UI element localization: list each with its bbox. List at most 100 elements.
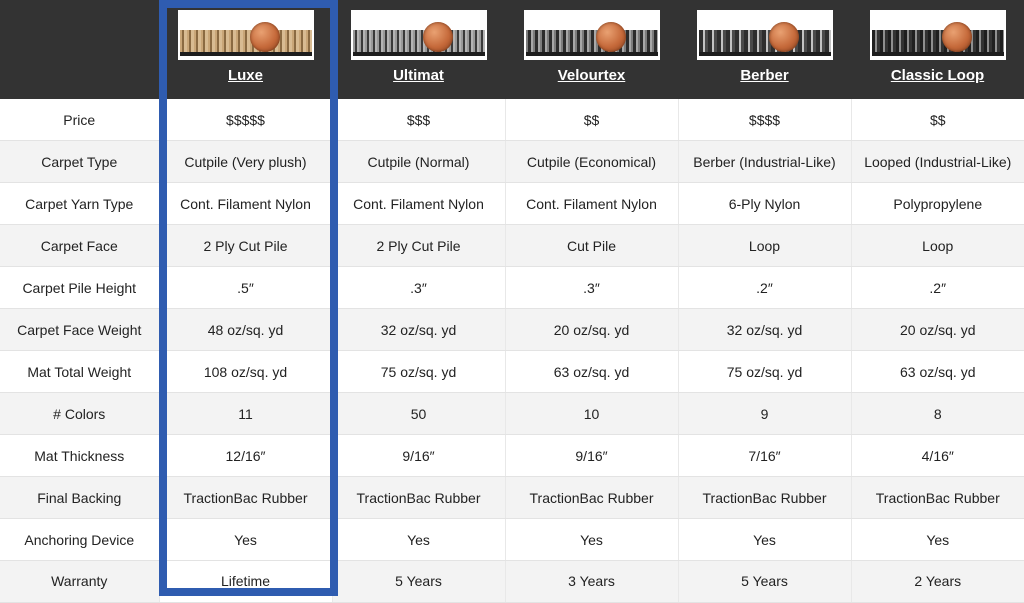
cell-warranty-velourtex: 3 Years xyxy=(505,560,679,603)
cell-price-ultimat: $$$ xyxy=(332,99,506,142)
cell-warranty-ultimat: 5 Years xyxy=(332,560,506,603)
cell-carpet-face-weight-classic-loop: 20 oz/sq. yd xyxy=(851,308,1024,352)
product-name-link-ultimat[interactable]: Ultimat xyxy=(393,67,444,84)
cell-carpet-face-weight-luxe: 48 oz/sq. yd xyxy=(159,308,333,352)
cell-carpet-face-luxe: 2 Ply Cut Pile xyxy=(159,224,333,268)
cell-price-classic-loop: $$ xyxy=(851,99,1024,142)
cell-carpet-face-berber: Loop xyxy=(678,224,852,268)
cell-carpet-pile-height-ultimat: .3″ xyxy=(332,266,506,310)
product-header-classic-loop[interactable]: Classic Loop xyxy=(851,0,1024,99)
cell-carpet-yarn-type-luxe: Cont. Filament Nylon xyxy=(159,182,333,226)
cell-final-backing-ultimat: TractionBac Rubber xyxy=(332,476,506,520)
cell-mat-thickness-velourtex: 9/16″ xyxy=(505,434,679,478)
table-body: Price $$$$$ $$$ $$ $$$$ $$ Carpet Type C… xyxy=(0,99,1024,603)
row-label-carpet-face-weight: Carpet Face Weight xyxy=(0,308,160,352)
cell-final-backing-classic-loop: TractionBac Rubber xyxy=(851,476,1024,520)
cell-mat-thickness-luxe: 12/16″ xyxy=(159,434,333,478)
row-label-final-backing: Final Backing xyxy=(0,476,160,520)
row-label-mat-total-weight: Mat Total Weight xyxy=(0,350,160,394)
cell-carpet-face-classic-loop: Loop xyxy=(851,224,1024,268)
row-label-price: Price xyxy=(0,99,160,142)
cell-warranty-luxe: Lifetime xyxy=(159,560,333,603)
cell-anchoring-device-ultimat: Yes xyxy=(332,518,506,561)
table-row: Carpet Face 2 Ply Cut Pile 2 Ply Cut Pil… xyxy=(0,224,1024,268)
product-thumbnail-classic-loop xyxy=(869,10,1006,60)
cell-anchoring-device-velourtex: Yes xyxy=(505,518,679,561)
product-thumbnail-berber xyxy=(696,10,833,60)
cell-carpet-type-velourtex: Cutpile (Economical) xyxy=(505,140,679,184)
product-name-link-luxe[interactable]: Luxe xyxy=(227,67,263,84)
cell-mat-thickness-berber: 7/16″ xyxy=(678,434,852,478)
table-row: Final Backing TractionBac Rubber Tractio… xyxy=(0,476,1024,520)
table-row: Carpet Yarn Type Cont. Filament Nylon Co… xyxy=(0,182,1024,226)
cell-anchoring-device-berber: Yes xyxy=(678,518,852,561)
cell-num-colors-classic-loop: 8 xyxy=(851,392,1024,436)
row-label-warranty: Warranty xyxy=(0,560,160,603)
row-label-carpet-face: Carpet Face xyxy=(0,224,160,268)
cell-carpet-face-velourtex: Cut Pile xyxy=(505,224,679,268)
cell-carpet-pile-height-velourtex: .3″ xyxy=(505,266,679,310)
penny-scale-icon xyxy=(422,22,453,52)
cell-carpet-yarn-type-classic-loop: Polypropylene xyxy=(851,182,1024,226)
product-name-link-classic-loop[interactable]: Classic Loop xyxy=(890,67,985,84)
cell-carpet-face-weight-berber: 32 oz/sq. yd xyxy=(678,308,852,352)
cell-mat-total-weight-berber: 75 oz/sq. yd xyxy=(678,350,852,394)
cell-mat-thickness-ultimat: 9/16″ xyxy=(332,434,506,478)
cell-mat-thickness-classic-loop: 4/16″ xyxy=(851,434,1024,478)
cell-carpet-pile-height-berber: .2″ xyxy=(678,266,852,310)
product-thumbnail-velourtex xyxy=(523,10,660,60)
table-row: Price $$$$$ $$$ $$ $$$$ $$ xyxy=(0,99,1024,142)
cell-price-luxe: $$$$$ xyxy=(159,99,333,142)
product-header-luxe[interactable]: Luxe xyxy=(159,0,332,99)
cell-warranty-berber: 5 Years xyxy=(678,560,852,603)
cell-mat-total-weight-luxe: 108 oz/sq. yd xyxy=(159,350,333,394)
row-label-carpet-pile-height: Carpet Pile Height xyxy=(0,266,160,310)
table-row: Mat Total Weight 108 oz/sq. yd 75 oz/sq.… xyxy=(0,350,1024,394)
cell-carpet-pile-height-luxe: .5″ xyxy=(159,266,333,310)
carpet-fiber-swatch-icon xyxy=(352,30,485,56)
product-name-link-berber[interactable]: Berber xyxy=(740,67,789,84)
cell-carpet-yarn-type-berber: 6-Ply Nylon xyxy=(678,182,852,226)
penny-scale-icon xyxy=(941,22,972,52)
table-row: Carpet Face Weight 48 oz/sq. yd 32 oz/sq… xyxy=(0,308,1024,352)
cell-warranty-classic-loop: 2 Years xyxy=(851,560,1024,603)
cell-mat-total-weight-ultimat: 75 oz/sq. yd xyxy=(332,350,506,394)
header-corner-cell xyxy=(0,0,159,99)
cell-mat-total-weight-classic-loop: 63 oz/sq. yd xyxy=(851,350,1024,394)
row-label-carpet-yarn-type: Carpet Yarn Type xyxy=(0,182,160,226)
row-label-num-colors: # Colors xyxy=(0,392,160,436)
carpet-fiber-swatch-icon xyxy=(698,30,831,56)
cell-final-backing-luxe: TractionBac Rubber xyxy=(159,476,333,520)
cell-final-backing-berber: TractionBac Rubber xyxy=(678,476,852,520)
cell-carpet-type-ultimat: Cutpile (Normal) xyxy=(332,140,506,184)
row-label-carpet-type: Carpet Type xyxy=(0,140,160,184)
product-thumbnail-ultimat xyxy=(350,10,487,60)
product-header-ultimat[interactable]: Ultimat xyxy=(332,0,505,99)
product-header-berber[interactable]: Berber xyxy=(678,0,851,99)
row-label-anchoring-device: Anchoring Device xyxy=(0,518,160,561)
carpet-fiber-swatch-icon xyxy=(179,30,312,56)
product-thumbnail-luxe xyxy=(177,10,314,60)
cell-price-berber: $$$$ xyxy=(678,99,852,142)
table-row: Carpet Type Cutpile (Very plush) Cutpile… xyxy=(0,140,1024,184)
table-header: Luxe Ultimat xyxy=(0,0,1024,99)
cell-carpet-type-classic-loop: Looped (Industrial-Like) xyxy=(851,140,1024,184)
cell-num-colors-ultimat: 50 xyxy=(332,392,506,436)
product-header-velourtex[interactable]: Velourtex xyxy=(505,0,678,99)
cell-carpet-type-berber: Berber (Industrial-Like) xyxy=(678,140,852,184)
cell-anchoring-device-classic-loop: Yes xyxy=(851,518,1024,561)
cell-anchoring-device-luxe: Yes xyxy=(159,518,333,561)
cell-carpet-face-ultimat: 2 Ply Cut Pile xyxy=(332,224,506,268)
penny-scale-icon xyxy=(249,22,280,52)
penny-scale-icon xyxy=(768,22,799,52)
cell-carpet-yarn-type-velourtex: Cont. Filament Nylon xyxy=(505,182,679,226)
cell-num-colors-berber: 9 xyxy=(678,392,852,436)
cell-carpet-face-weight-velourtex: 20 oz/sq. yd xyxy=(505,308,679,352)
product-name-link-velourtex[interactable]: Velourtex xyxy=(557,67,626,84)
cell-price-velourtex: $$ xyxy=(505,99,679,142)
cell-num-colors-luxe: 11 xyxy=(159,392,333,436)
table-row: Warranty Lifetime 5 Years 3 Years 5 Year… xyxy=(0,560,1024,603)
header-row: Luxe Ultimat xyxy=(0,0,1024,99)
table-row: Anchoring Device Yes Yes Yes Yes Yes xyxy=(0,518,1024,561)
